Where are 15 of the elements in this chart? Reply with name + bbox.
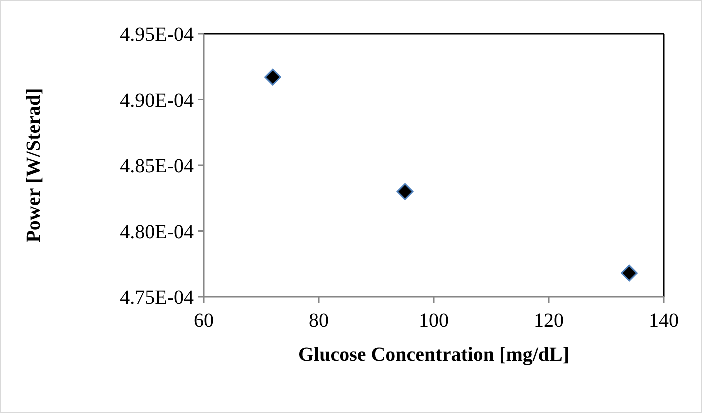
y-tick-label: 4.90E-04 [120,90,194,112]
x-tick-label: 60 [194,310,214,332]
y-tick-label: 4.95E-04 [120,24,194,46]
point [396,183,414,200]
x-tick-label: 100 [419,310,449,332]
y-axis-title: Power [W/Sterad] [23,88,45,243]
x-tick-label: 120 [534,310,564,332]
y-tick-label: 4.85E-04 [120,156,194,178]
y-tick-label: 4.75E-04 [120,287,194,309]
y-tick-label: 4.80E-04 [120,221,194,244]
point [264,68,282,86]
point [621,264,638,282]
x-tick-label: 80 [309,310,329,332]
x-axis-title: Glucose Concentration [mg/dL] [298,344,570,366]
x-tick-label: 140 [649,310,679,332]
